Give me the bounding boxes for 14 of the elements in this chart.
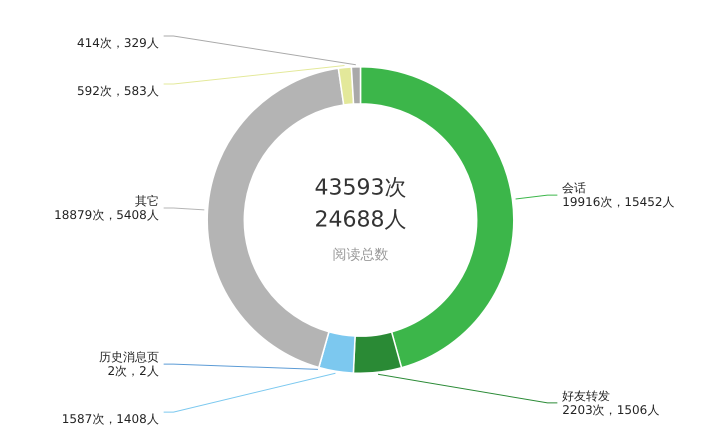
text: 阅读总数 <box>332 247 388 264</box>
data-label: 592次，583人 <box>76 84 159 98</box>
text: 24688人 <box>314 208 407 232</box>
slice-label: 好友转发 <box>562 388 610 403</box>
text: 43593次 <box>314 175 407 200</box>
data-label: 19916次，15452人 <box>562 195 675 210</box>
data-label: 414次，329人 <box>76 36 159 50</box>
slice-label: 会话 <box>562 181 586 196</box>
data-label: 1587次，1408人 <box>62 412 159 426</box>
slice-label: 历史消息页 <box>98 350 159 364</box>
data-label: 2次，2人 <box>108 364 159 378</box>
data-label: 18879次，5408人 <box>54 208 159 222</box>
data-label: 2203次，1506人 <box>562 402 660 417</box>
slice-label: 其它 <box>134 194 159 208</box>
